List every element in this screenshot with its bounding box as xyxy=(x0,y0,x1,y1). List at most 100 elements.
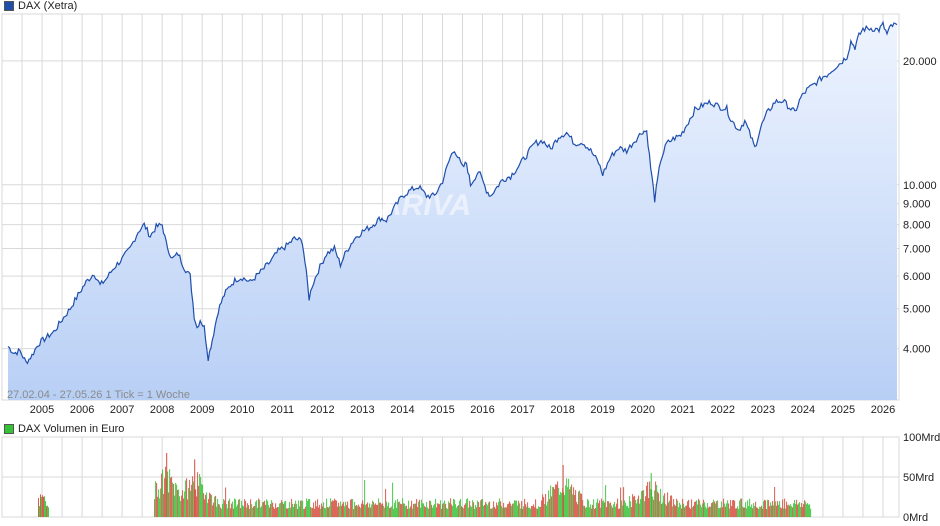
x-tick-label: 2023 xyxy=(751,404,775,416)
volume-bar xyxy=(569,489,571,517)
volume-bar xyxy=(210,493,212,517)
volume-bar xyxy=(337,506,339,517)
volume-bar xyxy=(805,501,807,517)
volume-bar xyxy=(597,498,599,517)
volume-bar xyxy=(517,505,519,517)
volume-bar xyxy=(763,501,765,517)
volume-bar xyxy=(756,507,758,517)
volume-bar xyxy=(622,505,624,517)
volume-bar xyxy=(301,500,303,517)
volume-bar xyxy=(452,506,454,517)
volume-bar xyxy=(740,498,742,517)
volume-bar xyxy=(365,505,367,517)
volume-bar xyxy=(578,491,580,517)
volume-bar xyxy=(767,499,769,517)
volume-bar xyxy=(202,484,204,517)
volume-bar xyxy=(500,501,502,517)
volume-bar xyxy=(179,496,181,517)
volume-bar xyxy=(439,504,441,517)
volume-bar xyxy=(344,506,346,517)
x-tick-label: 2009 xyxy=(190,404,214,416)
volume-bar xyxy=(765,500,767,517)
volume-bar xyxy=(787,505,789,517)
volume-bar xyxy=(762,508,764,517)
volume-bar xyxy=(435,498,437,517)
volume-bar xyxy=(415,503,417,517)
volume-bar xyxy=(423,503,425,517)
volume-bar xyxy=(689,507,691,517)
volume-bar xyxy=(171,476,173,517)
volume-bar xyxy=(571,484,573,517)
volume-bar xyxy=(225,487,227,517)
volume-bar xyxy=(441,508,443,517)
volume-bar xyxy=(462,507,464,517)
volume-bar xyxy=(602,501,604,517)
volume-bar xyxy=(599,500,601,517)
volume-bar xyxy=(306,498,308,517)
volume-peak-bar xyxy=(562,465,564,517)
volume-bar xyxy=(803,504,805,517)
volume-bar xyxy=(792,507,794,517)
volume-bar xyxy=(331,501,333,517)
y-tick-label: 4.000 xyxy=(903,344,931,356)
volume-bar xyxy=(688,499,690,517)
volume-bar xyxy=(666,505,668,517)
volume-bar xyxy=(544,504,546,517)
volume-bar xyxy=(770,502,772,517)
volume-bar xyxy=(753,503,755,517)
volume-bar xyxy=(674,504,676,517)
volume-bar xyxy=(291,499,293,517)
volume-legend: DAX Volumen in Euro xyxy=(4,423,124,435)
volume-bar xyxy=(679,502,681,517)
volume-bar xyxy=(255,501,257,517)
volume-bar xyxy=(520,508,522,517)
volume-bar xyxy=(200,477,202,517)
volume-bar xyxy=(196,496,198,517)
volume-bar xyxy=(525,504,527,517)
volume-bar xyxy=(747,500,749,517)
volume-bar xyxy=(431,504,433,517)
volume-bar xyxy=(333,500,335,517)
volume-bar xyxy=(759,506,761,517)
volume-bar xyxy=(669,500,671,517)
volume-bar xyxy=(766,509,768,517)
volume-bar xyxy=(724,503,726,517)
volume-tick-label: 100Mrd xyxy=(903,432,940,444)
volume-bar xyxy=(290,507,292,517)
volume-bar xyxy=(428,508,430,517)
volume-bar xyxy=(170,477,172,517)
volume-bar xyxy=(473,502,475,517)
volume-bar xyxy=(796,499,798,517)
volume-bar xyxy=(263,501,265,517)
volume-bar xyxy=(540,506,542,517)
volume-bar xyxy=(411,500,413,517)
volume-bar xyxy=(779,501,781,517)
volume-bar xyxy=(625,502,627,517)
volume-bar xyxy=(560,491,562,517)
volume-bar xyxy=(768,500,770,517)
volume-bar xyxy=(619,508,621,517)
volume-bar xyxy=(780,507,782,517)
volume-bar xyxy=(446,508,448,517)
volume-bar xyxy=(242,505,244,517)
volume-bar xyxy=(197,472,199,517)
x-tick-label: 2006 xyxy=(70,404,94,416)
volume-bar xyxy=(345,501,347,517)
volume-bar xyxy=(289,501,291,517)
x-tick-label: 2005 xyxy=(30,404,54,416)
volume-bar xyxy=(374,504,376,517)
volume-bar xyxy=(530,508,532,517)
volume-bar xyxy=(177,489,179,517)
volume-bar xyxy=(271,500,273,517)
volume-bar xyxy=(600,507,602,517)
volume-bar xyxy=(434,503,436,517)
volume-bar xyxy=(393,508,395,517)
volume-bar xyxy=(678,507,680,517)
volume-bar xyxy=(387,506,389,517)
volume-bar xyxy=(664,493,666,517)
volume-bar xyxy=(438,503,440,517)
y-tick-label: 6.000 xyxy=(903,271,931,283)
volume-bar xyxy=(376,505,378,517)
volume-bar xyxy=(524,498,526,517)
volume-bar xyxy=(791,506,793,517)
